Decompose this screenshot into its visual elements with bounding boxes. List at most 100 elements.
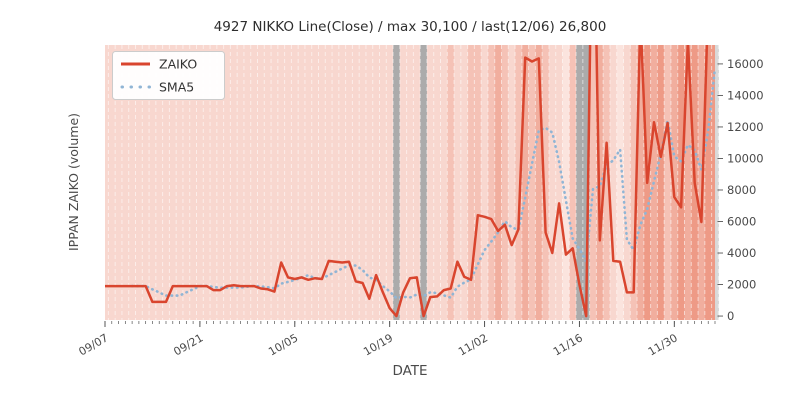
y-tick-label: 10000 (727, 151, 764, 165)
day-stripe (657, 45, 665, 320)
day-stripe (399, 45, 407, 320)
day-stripe (603, 45, 611, 320)
day-stripe (216, 45, 224, 320)
legend-label-zaiko: ZAIKO (159, 57, 197, 72)
y-tick-label: 12000 (727, 120, 764, 134)
day-stripe (609, 45, 618, 320)
day-stripe (386, 45, 394, 320)
legend-label-sma5: SMA5 (159, 80, 194, 95)
day-stripe (528, 45, 536, 320)
day-stripe (318, 45, 326, 320)
day-stripe (501, 45, 509, 320)
day-stripe (257, 45, 265, 320)
day-stripe (203, 45, 211, 320)
x-tick-label: 10/19 (361, 331, 395, 358)
day-stripe (298, 45, 306, 320)
day-stripe (230, 45, 238, 320)
day-stripe (345, 45, 353, 320)
day-stripe (162, 45, 170, 320)
day-stripe (210, 45, 218, 320)
day-stripe (277, 45, 285, 320)
day-stripe (562, 45, 570, 320)
day-stripe (487, 45, 496, 320)
day-stripe (426, 45, 435, 320)
day-stripe (332, 45, 340, 320)
day-stripe (413, 45, 421, 320)
day-stripe (121, 45, 130, 320)
x-tick-label: 11/16 (551, 331, 585, 358)
day-stripe (338, 45, 346, 320)
day-stripe (670, 45, 679, 320)
day-stripe (481, 45, 489, 320)
day-stripe (142, 45, 150, 320)
edge-stripe (715, 45, 719, 320)
day-stripe (352, 45, 360, 320)
day-stripe (440, 45, 448, 320)
day-stripe (284, 45, 292, 320)
day-stripe (454, 45, 462, 320)
chart-title: 4927 NIKKO Line(Close) / max 30,100 / la… (214, 19, 607, 35)
day-stripe (433, 45, 441, 320)
day-stripe (684, 45, 692, 320)
day-stripe (637, 45, 645, 320)
series-lines (105, 45, 717, 318)
x-tick-label: 10/05 (266, 331, 300, 358)
day-stripe (115, 45, 123, 320)
legend: ZAIKO SMA5 (112, 51, 225, 100)
day-stripe (105, 45, 109, 320)
zaiko-line (105, 45, 709, 318)
day-stripe (555, 45, 563, 320)
day-stripe (169, 45, 177, 320)
day-stripe (189, 45, 197, 320)
day-stripe (365, 45, 374, 320)
day-stripe (271, 45, 279, 320)
day-stripe (535, 45, 543, 320)
day-stripe (494, 45, 502, 320)
day-stripe (420, 45, 428, 320)
y-tick-label: 8000 (727, 183, 756, 197)
day-stripe (379, 45, 387, 320)
day-stripe (223, 45, 231, 320)
x-tick-label: 09/07 (77, 331, 111, 358)
day-stripe (196, 45, 204, 320)
day-stripe (589, 45, 597, 320)
day-stripe (704, 45, 712, 320)
day-stripe (135, 45, 143, 320)
day-stripe (630, 45, 638, 320)
day-stripe (467, 45, 475, 320)
day-stripe (548, 45, 557, 320)
day-stripe (155, 45, 163, 320)
day-stripe (250, 45, 258, 320)
day-stripe (149, 45, 157, 320)
y-tick-label: 2000 (727, 278, 756, 292)
y-tick-label: 14000 (727, 88, 764, 102)
day-stripe (304, 45, 313, 320)
day-stripe (521, 45, 529, 320)
day-stripe (474, 45, 482, 320)
day-stripe (711, 45, 716, 320)
y-axis-label: IPPAN ZAIKO (volume) (66, 113, 81, 251)
day-stripe (447, 45, 455, 320)
day-stripe (291, 45, 299, 320)
x-tick-label: 09/21 (171, 331, 205, 358)
sma5-line (130, 66, 717, 300)
day-stripe (243, 45, 252, 320)
day-stripe (128, 45, 136, 320)
day-stripe (664, 45, 672, 320)
day-stripe (372, 45, 380, 320)
day-stripe (460, 45, 468, 320)
day-stripe (623, 45, 631, 320)
day-stripe (406, 45, 414, 320)
day-stripe (359, 45, 367, 320)
x-tick-label: 11/30 (646, 331, 680, 358)
day-stripe (264, 45, 272, 320)
y-tick-label: 16000 (727, 57, 764, 71)
day-stripe (542, 45, 550, 320)
day-stripe (576, 45, 584, 320)
x-axis-label: DATE (392, 363, 427, 379)
day-stripe (176, 45, 184, 320)
day-stripe (582, 45, 590, 320)
day-stripe (182, 45, 191, 320)
